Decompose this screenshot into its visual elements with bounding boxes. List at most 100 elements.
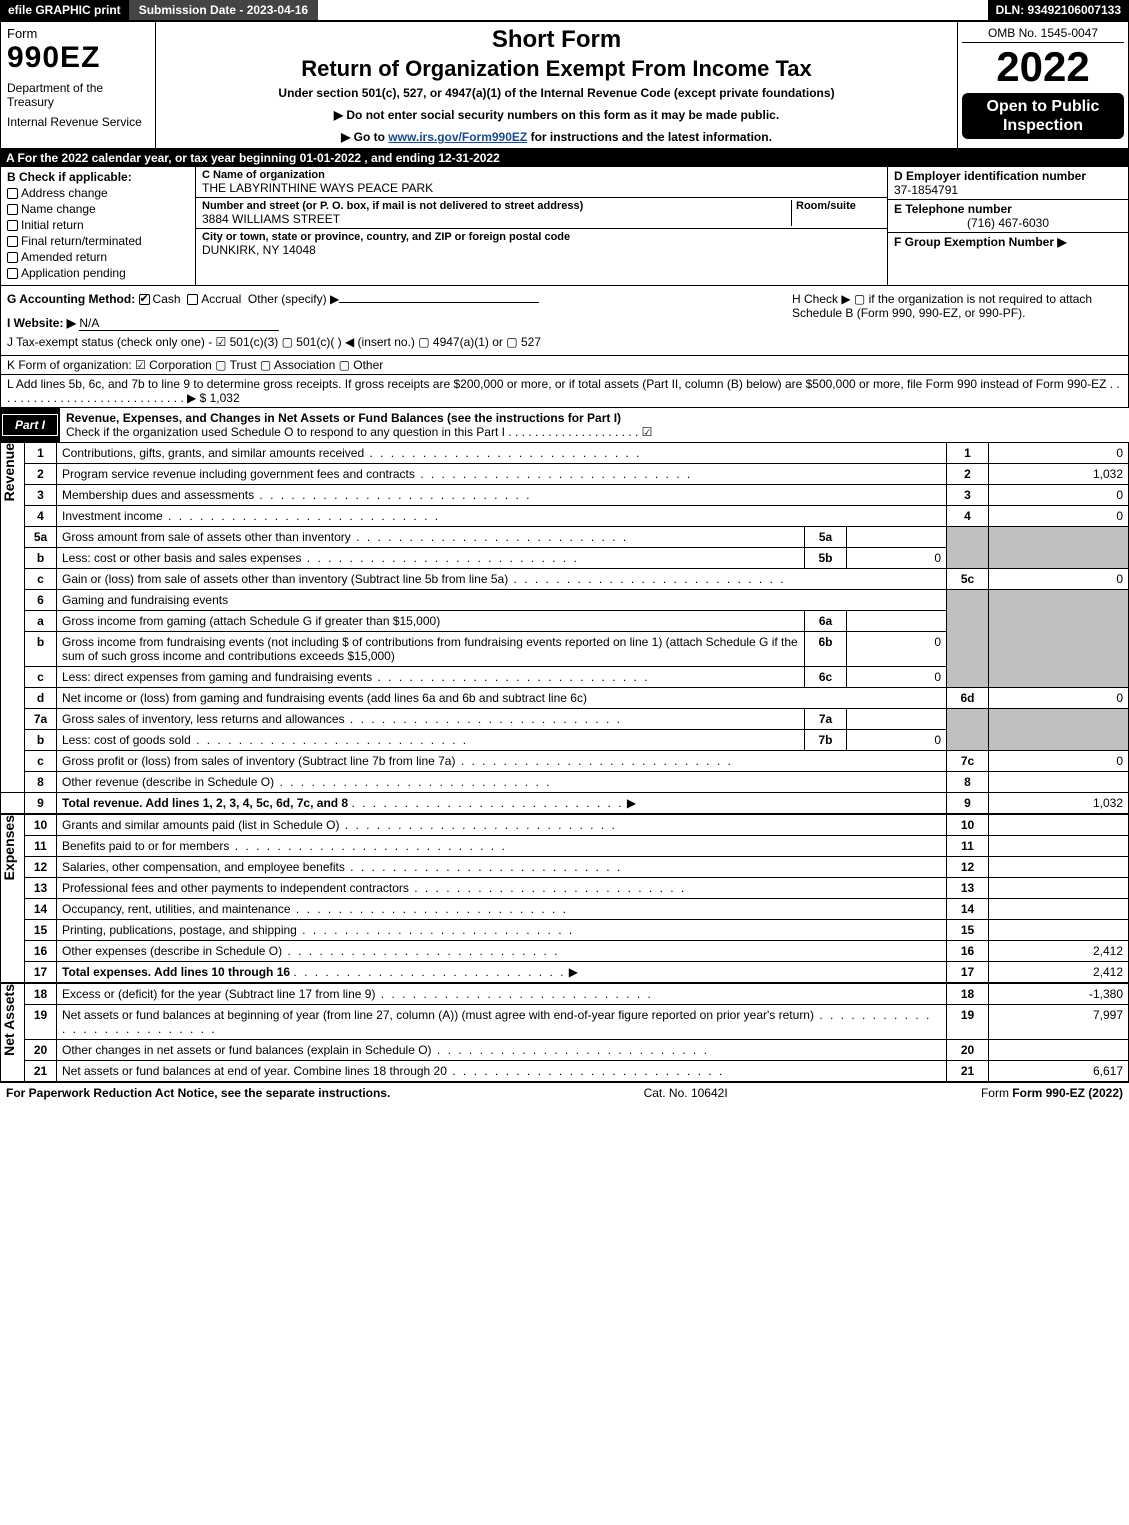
- note2-pre: ▶ Go to: [341, 130, 388, 144]
- chk-final-return[interactable]: [7, 236, 18, 247]
- l10-num: 10: [25, 815, 57, 836]
- l14-num: 14: [25, 899, 57, 920]
- l7a-num: 7a: [25, 709, 57, 730]
- chk-accrual[interactable]: [187, 294, 198, 305]
- l14-text: Occupancy, rent, utilities, and maintena…: [62, 902, 568, 916]
- l6-num: 6: [25, 590, 57, 611]
- l8-num: 8: [25, 772, 57, 793]
- block-b-h: B Check if applicable: Address change Na…: [0, 167, 1129, 286]
- l10-val: [989, 815, 1129, 836]
- line-a: A For the 2022 calendar year, or tax yea…: [0, 149, 1129, 167]
- expenses-side-label: Expenses: [1, 815, 17, 880]
- footer-left: For Paperwork Reduction Act Notice, see …: [6, 1086, 390, 1100]
- l2-lineno: 2: [947, 464, 989, 485]
- l2-val: 1,032: [989, 464, 1129, 485]
- dln: DLN: 93492106007133: [988, 0, 1129, 20]
- l5c-lineno: 5c: [947, 569, 989, 590]
- l17-text: Total expenses. Add lines 10 through 16: [62, 965, 290, 979]
- footer-right: Form Form 990-EZ (2022): [981, 1086, 1123, 1100]
- l6c-text: Less: direct expenses from gaming and fu…: [62, 670, 650, 684]
- l6b-num: b: [25, 632, 57, 667]
- l13-lineno: 13: [947, 878, 989, 899]
- chk-name-change[interactable]: [7, 204, 18, 215]
- l2-text: Program service revenue including govern…: [62, 467, 692, 481]
- row-l-text: L Add lines 5b, 6c, and 7b to line 9 to …: [7, 377, 1120, 405]
- footer-mid: Cat. No. 10642I: [390, 1086, 981, 1100]
- l4-text: Investment income: [62, 509, 440, 523]
- h-text: H Check ▶ ▢ if the organization is not r…: [792, 292, 1122, 349]
- l5b-num: b: [25, 548, 57, 569]
- efile-print-button[interactable]: efile GRAPHIC print: [0, 0, 129, 20]
- header-center: Short Form Return of Organization Exempt…: [156, 22, 958, 148]
- l20-num: 20: [25, 1040, 57, 1061]
- ein-label: D Employer identification number: [894, 169, 1122, 183]
- org-name: THE LABYRINTHINE WAYS PEACE PARK: [202, 181, 881, 195]
- lbl-final-return: Final return/terminated: [21, 234, 142, 248]
- lbl-cash: Cash: [153, 292, 181, 306]
- row-l: L Add lines 5b, 6c, and 7b to line 9 to …: [0, 375, 1129, 408]
- chk-application-pending[interactable]: [7, 268, 18, 279]
- l5b-boxlbl: 5b: [805, 548, 847, 569]
- l10-lineno: 10: [947, 815, 989, 836]
- l20-val: [989, 1040, 1129, 1061]
- chk-cash[interactable]: [139, 294, 150, 305]
- l4-num: 4: [25, 506, 57, 527]
- row-g-h: G Accounting Method: Cash Accrual Other …: [0, 286, 1129, 356]
- col-c: C Name of organization THE LABYRINTHINE …: [196, 167, 888, 285]
- l7c-text: Gross profit or (loss) from sales of inv…: [62, 754, 733, 768]
- l12-text: Salaries, other compensation, and employ…: [62, 860, 622, 874]
- l18-lineno: 18: [947, 984, 989, 1005]
- g-label: G Accounting Method:: [7, 292, 135, 306]
- l4-val: 0: [989, 506, 1129, 527]
- l5a-boxlbl: 5a: [805, 527, 847, 548]
- form-word: Form: [7, 26, 149, 41]
- l1-val: 0: [989, 443, 1129, 464]
- l5a-boxval: [847, 527, 947, 548]
- chk-address-change[interactable]: [7, 188, 18, 199]
- col-b: B Check if applicable: Address change Na…: [1, 167, 196, 285]
- netassets-table: Net Assets 18 Excess or (deficit) for th…: [0, 983, 1129, 1082]
- form-header: Form 990EZ Department of the Treasury In…: [0, 22, 1129, 149]
- city-val: DUNKIRK, NY 14048: [202, 243, 881, 257]
- l16-lineno: 16: [947, 941, 989, 962]
- chk-initial-return[interactable]: [7, 220, 18, 231]
- l6d-num: d: [25, 688, 57, 709]
- phone-label: E Telephone number: [894, 202, 1122, 216]
- addr-val: 3884 WILLIAMS STREET: [202, 212, 791, 226]
- netassets-side-label: Net Assets: [1, 984, 17, 1056]
- l5b-text: Less: cost or other basis and sales expe…: [62, 551, 579, 565]
- irs-link[interactable]: www.irs.gov/Form990EZ: [388, 130, 527, 144]
- l5c-num: c: [25, 569, 57, 590]
- part1-header: Part I Revenue, Expenses, and Changes in…: [0, 408, 1129, 442]
- open-to-public: Open to Public Inspection: [962, 93, 1124, 139]
- footer: For Paperwork Reduction Act Notice, see …: [0, 1082, 1129, 1103]
- l9-text: Total revenue. Add lines 1, 2, 3, 4, 5c,…: [62, 796, 348, 810]
- part1-title-text: Revenue, Expenses, and Changes in Net As…: [66, 411, 621, 425]
- l9-val: 1,032: [989, 793, 1129, 814]
- l3-num: 3: [25, 485, 57, 506]
- lbl-other-specify: Other (specify) ▶: [248, 292, 339, 306]
- addr-label: Number and street (or P. O. box, if mail…: [202, 200, 791, 212]
- l20-text: Other changes in net assets or fund bala…: [62, 1043, 709, 1057]
- l2-num: 2: [25, 464, 57, 485]
- lbl-accrual: Accrual: [201, 292, 241, 306]
- l7a-text: Gross sales of inventory, less returns a…: [62, 712, 622, 726]
- l6d-val: 0: [989, 688, 1129, 709]
- l12-num: 12: [25, 857, 57, 878]
- other-specify-input[interactable]: [339, 302, 539, 303]
- form-subtitle: Under section 501(c), 527, or 4947(a)(1)…: [164, 86, 949, 100]
- l4-lineno: 4: [947, 506, 989, 527]
- part1-tab: Part I: [2, 414, 58, 436]
- l10-text: Grants and similar amounts paid (list in…: [62, 818, 617, 832]
- l5a-num: 5a: [25, 527, 57, 548]
- l11-num: 11: [25, 836, 57, 857]
- l19-text: Net assets or fund balances at beginning…: [62, 1008, 931, 1036]
- l20-lineno: 20: [947, 1040, 989, 1061]
- l1-text: Contributions, gifts, grants, and simila…: [62, 446, 642, 460]
- ssn-note: ▶ Do not enter social security numbers o…: [164, 108, 949, 122]
- l6c-num: c: [25, 667, 57, 688]
- chk-amended-return[interactable]: [7, 252, 18, 263]
- dept-treasury: Department of the Treasury: [7, 81, 149, 109]
- l18-num: 18: [25, 984, 57, 1005]
- form-number: 990EZ: [7, 41, 149, 75]
